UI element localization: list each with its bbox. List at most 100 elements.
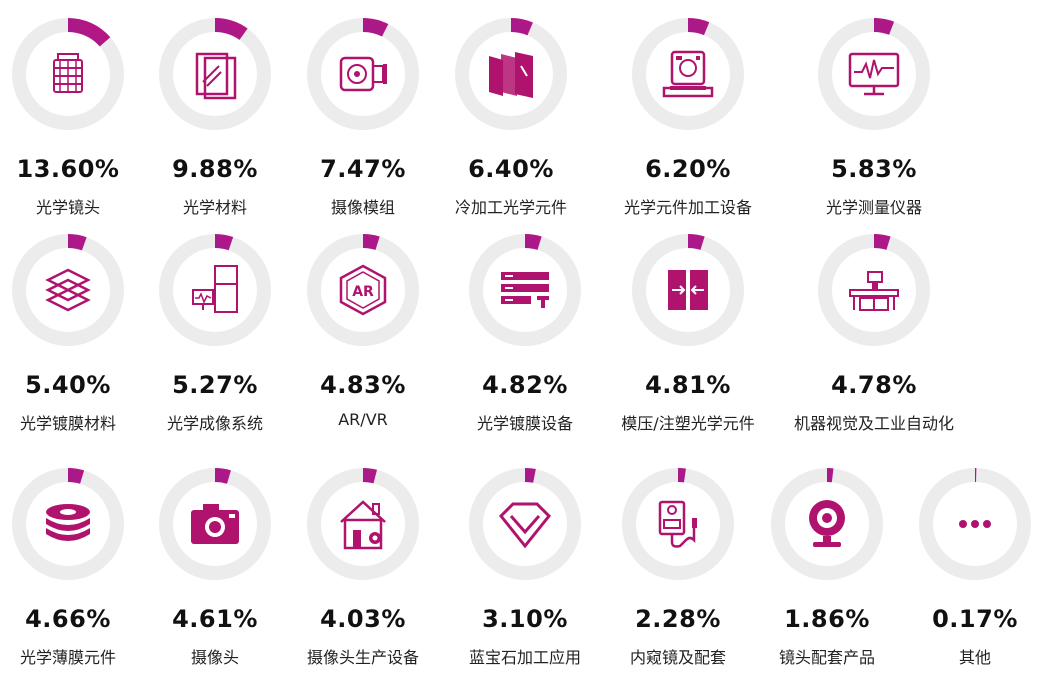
donut-value-arc bbox=[307, 18, 419, 130]
donut-ring bbox=[455, 18, 567, 130]
donut-item: 0.17% 其他 bbox=[895, 468, 1038, 688]
donut-value-arc bbox=[455, 18, 567, 130]
donut-value-arc bbox=[469, 234, 581, 346]
category-label: 光学材料 bbox=[182, 198, 247, 217]
donut-value-arc bbox=[307, 234, 419, 346]
conveyor-icon bbox=[832, 248, 916, 332]
donut-value-arc bbox=[818, 234, 930, 346]
percent-label: 5.83% bbox=[831, 155, 917, 183]
percent-label: 9.88% bbox=[172, 155, 258, 183]
category-label: 光学镀膜材料 bbox=[19, 414, 116, 433]
category-label: 冷加工光学元件 bbox=[454, 198, 567, 217]
donut-ring bbox=[919, 468, 1031, 580]
percent-label: 0.17% bbox=[932, 605, 1018, 633]
percent-label: 4.83% bbox=[320, 371, 406, 399]
endoscope-icon bbox=[636, 482, 720, 566]
donut-item: 13.60% 光学镜头 bbox=[0, 18, 148, 238]
percent-label: 5.40% bbox=[25, 371, 111, 399]
percent-label: 6.20% bbox=[645, 155, 731, 183]
donut-ring bbox=[469, 234, 581, 346]
donut-ring bbox=[307, 234, 419, 346]
category-label: 光学成像系统 bbox=[166, 414, 263, 433]
donut-ring bbox=[632, 234, 744, 346]
donut-value-arc bbox=[12, 234, 124, 346]
percent-label: 1.86% bbox=[784, 605, 870, 633]
donut-item: AR 4.83% AR/VR bbox=[283, 234, 443, 454]
donut-item: 4.82% 光学镀膜设备 bbox=[445, 234, 605, 454]
donut-ring bbox=[12, 18, 124, 130]
donut-ring bbox=[818, 18, 930, 130]
donut-item: 4.66% 光学薄膜元件 bbox=[0, 468, 148, 688]
donut-value-arc bbox=[159, 18, 271, 130]
donut-value-arc bbox=[469, 468, 581, 580]
category-label: 光学薄膜元件 bbox=[19, 648, 116, 667]
imaging-system-icon bbox=[173, 248, 257, 332]
webcam-icon bbox=[785, 482, 869, 566]
coating-layers-icon bbox=[26, 248, 110, 332]
category-label: AR/VR bbox=[338, 410, 388, 429]
category-label: 光学镀膜设备 bbox=[476, 414, 573, 433]
donut-ring bbox=[818, 234, 930, 346]
donut-item: 5.83% 光学测量仪器 bbox=[794, 18, 954, 238]
category-label: 摄像头生产设备 bbox=[306, 648, 419, 667]
donut-item: 4.61% 摄像头 bbox=[135, 468, 295, 688]
donut-ring bbox=[307, 18, 419, 130]
donut-item: 5.40% 光学镀膜材料 bbox=[0, 234, 148, 454]
processing-machine-icon bbox=[646, 32, 730, 116]
more-dots-icon bbox=[933, 482, 1017, 566]
donut-ring bbox=[469, 468, 581, 580]
donut-ring bbox=[307, 468, 419, 580]
donut-value-arc bbox=[12, 468, 124, 580]
gem-icon bbox=[483, 482, 567, 566]
house-gear-icon bbox=[321, 482, 405, 566]
ar-hexagon-icon: AR bbox=[321, 248, 405, 332]
percent-label: 4.61% bbox=[172, 605, 258, 633]
donut-ring bbox=[632, 18, 744, 130]
donut-item: 4.81% 模压/注塑光学元件 bbox=[608, 234, 768, 454]
donut-value-arc bbox=[159, 468, 271, 580]
category-label: 机器视觉及工业自动化 bbox=[794, 414, 955, 433]
donut-value-arc bbox=[12, 18, 124, 130]
donut-item: 4.78% 机器视觉及工业自动化 bbox=[794, 234, 954, 454]
donut-item: 5.27% 光学成像系统 bbox=[135, 234, 295, 454]
percent-label: 4.78% bbox=[831, 371, 917, 399]
donut-value-arc bbox=[818, 18, 930, 130]
donut-value-arc bbox=[771, 468, 883, 580]
donut-ring bbox=[12, 468, 124, 580]
donut-item: 6.20% 光学元件加工设备 bbox=[608, 18, 768, 238]
donut-item: 2.28% 内窥镜及配套 bbox=[598, 468, 758, 688]
donut-value-arc bbox=[622, 468, 734, 580]
percent-label: 7.47% bbox=[320, 155, 406, 183]
percent-label: 4.81% bbox=[645, 371, 731, 399]
film-discs-icon bbox=[26, 482, 110, 566]
percent-label: 3.10% bbox=[482, 605, 568, 633]
donut-value-arc bbox=[632, 18, 744, 130]
donut-ring bbox=[159, 18, 271, 130]
mold-press-icon bbox=[646, 248, 730, 332]
percent-label: 5.27% bbox=[172, 371, 258, 399]
svg-text:AR: AR bbox=[352, 284, 374, 300]
category-label: 摄像模组 bbox=[330, 198, 395, 217]
category-label: 摄像头 bbox=[190, 648, 239, 667]
donut-item: 9.88% 光学材料 bbox=[135, 18, 295, 238]
category-label: 其他 bbox=[958, 648, 991, 667]
percent-label: 2.28% bbox=[635, 605, 721, 633]
percent-label: 13.60% bbox=[16, 155, 120, 183]
donut-item: 4.03% 摄像头生产设备 bbox=[283, 468, 443, 688]
percent-label: 4.03% bbox=[320, 605, 406, 633]
donut-ring bbox=[12, 234, 124, 346]
percent-label: 6.40% bbox=[468, 155, 554, 183]
category-label: 光学镜头 bbox=[35, 198, 100, 217]
donut-ring bbox=[159, 468, 271, 580]
camera-lens-icon bbox=[26, 32, 110, 116]
donut-item: 1.86% 镜头配套产品 bbox=[747, 468, 907, 688]
donut-value-arc bbox=[307, 468, 419, 580]
percent-label: 4.66% bbox=[25, 605, 111, 633]
server-rack-icon bbox=[483, 248, 567, 332]
monitor-waveform-icon bbox=[832, 32, 916, 116]
donut-ring bbox=[771, 468, 883, 580]
camera-module-icon bbox=[321, 32, 405, 116]
donut-item: 6.40% 冷加工光学元件 bbox=[431, 18, 591, 238]
donut-value-arc bbox=[919, 468, 1031, 580]
percent-label: 4.82% bbox=[482, 371, 568, 399]
